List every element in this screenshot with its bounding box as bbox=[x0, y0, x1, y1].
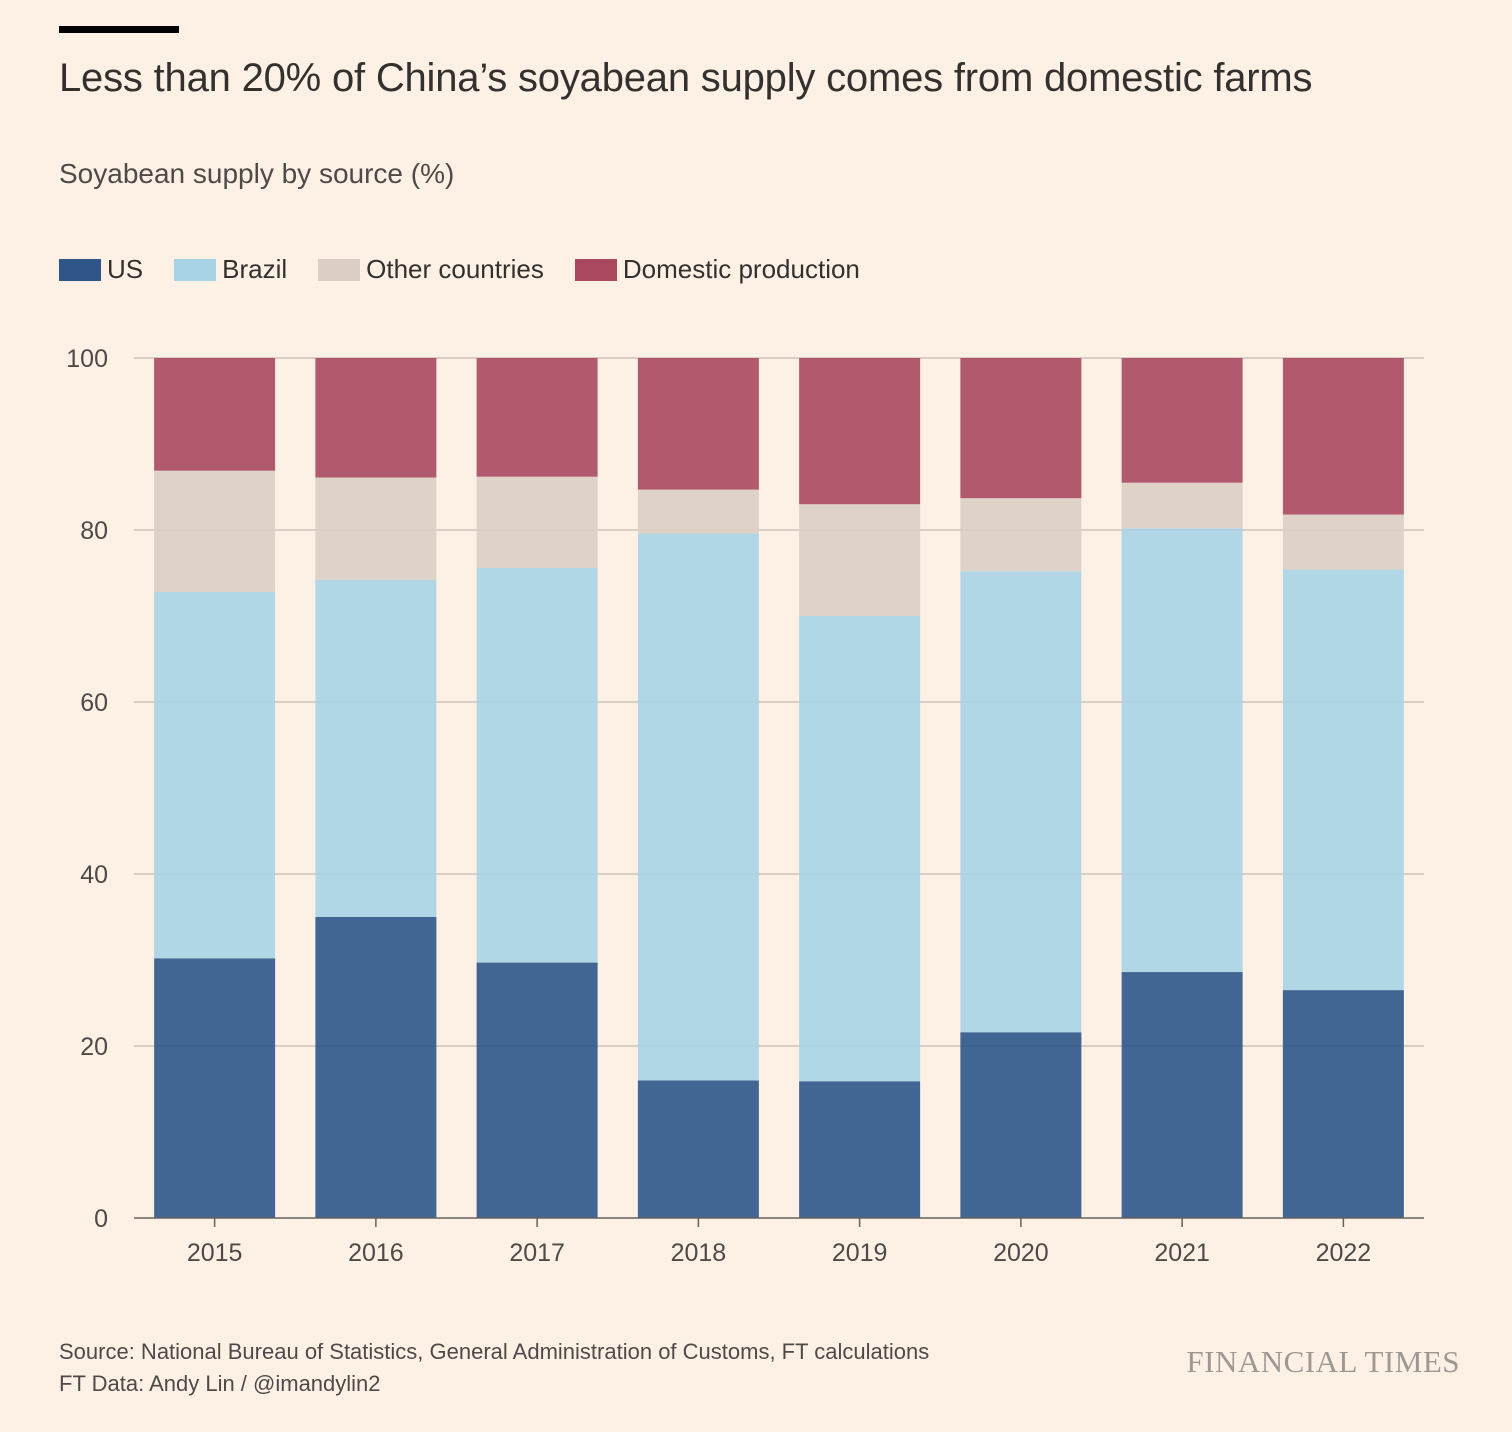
x-tick-label-2016: 2016 bbox=[348, 1239, 404, 1267]
source-text: Source: National Bureau of Statistics, G… bbox=[59, 1339, 930, 1364]
legend-label-domestic-production: Domestic production bbox=[622, 254, 860, 284]
bar-us-2016 bbox=[315, 917, 437, 1218]
bar-domestic-production-2018 bbox=[637, 358, 759, 490]
legend: US Brazil Other countries Domestic produ… bbox=[59, 254, 891, 285]
bar-brazil-2018 bbox=[637, 533, 759, 1081]
bar-other-countries-2021 bbox=[1121, 482, 1243, 529]
bar-domestic-production-2022 bbox=[1282, 358, 1404, 515]
y-tick-label-100: 100 bbox=[66, 345, 108, 373]
legend-item-brazil: Brazil bbox=[174, 254, 287, 285]
legend-label-us: US bbox=[107, 254, 144, 284]
chart-title: Less than 20% of China’s soyabean supply… bbox=[59, 56, 1313, 100]
bar-other-countries-2020 bbox=[960, 498, 1082, 572]
bar-domestic-production-2017 bbox=[476, 358, 598, 477]
bar-brazil-2019 bbox=[799, 616, 921, 1082]
bar-domestic-production-2016 bbox=[315, 358, 437, 478]
legend-label-brazil: Brazil bbox=[222, 254, 288, 284]
chart-subtitle: Soyabean supply by source (%) bbox=[59, 158, 455, 189]
legend-swatch-domestic-production bbox=[574, 258, 617, 281]
bar-us-2022 bbox=[1282, 990, 1404, 1218]
x-tick-label-2018: 2018 bbox=[671, 1239, 727, 1267]
top-rule bbox=[59, 26, 179, 33]
bar-other-countries-2015 bbox=[154, 470, 276, 592]
bar-brazil-2021 bbox=[1121, 528, 1243, 973]
bar-brazil-2020 bbox=[960, 571, 1082, 1033]
legend-item-other-countries: Other countries bbox=[318, 254, 544, 285]
bar-us-2015 bbox=[154, 958, 276, 1218]
bar-other-countries-2022 bbox=[1282, 514, 1404, 570]
bar-brazil-2016 bbox=[315, 579, 437, 917]
x-tick-label-2015: 2015 bbox=[187, 1239, 243, 1267]
bar-brazil-2022 bbox=[1282, 569, 1404, 991]
bar-domestic-production-2021 bbox=[1121, 358, 1243, 483]
legend-swatch-brazil bbox=[174, 258, 217, 281]
bar-domestic-production-2015 bbox=[154, 358, 276, 471]
x-tick-label-2019: 2019 bbox=[832, 1239, 888, 1267]
y-tick-label-0: 0 bbox=[94, 1205, 108, 1233]
bar-other-countries-2016 bbox=[315, 477, 437, 580]
x-tick-label-2017: 2017 bbox=[509, 1239, 565, 1267]
x-tick-label-2020: 2020 bbox=[993, 1239, 1049, 1267]
bar-domestic-production-2019 bbox=[799, 358, 921, 505]
bar-other-countries-2019 bbox=[799, 504, 921, 616]
x-axis-tick-labels: 2015 2016 2017 2018 2019 2020 2021 2022 bbox=[187, 1239, 1371, 1267]
bar-us-2020 bbox=[960, 1032, 1082, 1218]
financial-times-logo: FINANCIAL TIMES bbox=[1186, 1344, 1460, 1379]
legend-swatch-us bbox=[59, 258, 101, 281]
legend-swatch-other-countries bbox=[318, 258, 361, 281]
bar-other-countries-2018 bbox=[637, 489, 759, 534]
legend-item-us: US bbox=[59, 254, 143, 285]
legend-item-domestic-production: Domestic production bbox=[574, 254, 860, 285]
x-axis bbox=[134, 1217, 1424, 1227]
y-tick-label-80: 80 bbox=[80, 517, 108, 545]
y-tick-label-20: 20 bbox=[80, 1033, 108, 1061]
bar-us-2021 bbox=[1121, 972, 1243, 1218]
bar-us-2017 bbox=[476, 962, 598, 1218]
x-tick-label-2022: 2022 bbox=[1316, 1239, 1372, 1267]
bar-other-countries-2017 bbox=[476, 476, 598, 568]
y-tick-label-60: 60 bbox=[80, 689, 108, 717]
source-note: Source: National Bureau of Statistics, G… bbox=[59, 1336, 929, 1400]
bars bbox=[154, 358, 1404, 1218]
x-tick-label-2021: 2021 bbox=[1154, 1239, 1210, 1267]
bar-brazil-2015 bbox=[154, 591, 276, 959]
bar-us-2018 bbox=[637, 1080, 759, 1218]
bar-us-2019 bbox=[799, 1081, 921, 1218]
y-axis-tick-labels: 0 20 40 60 80 100 bbox=[66, 345, 108, 1233]
bar-brazil-2017 bbox=[476, 567, 598, 963]
bar-domestic-production-2020 bbox=[960, 358, 1082, 499]
credit-text: FT Data: Andy Lin / @imandylin2 bbox=[59, 1371, 381, 1396]
y-tick-label-40: 40 bbox=[80, 861, 108, 889]
legend-label-other-countries: Other countries bbox=[366, 254, 544, 284]
